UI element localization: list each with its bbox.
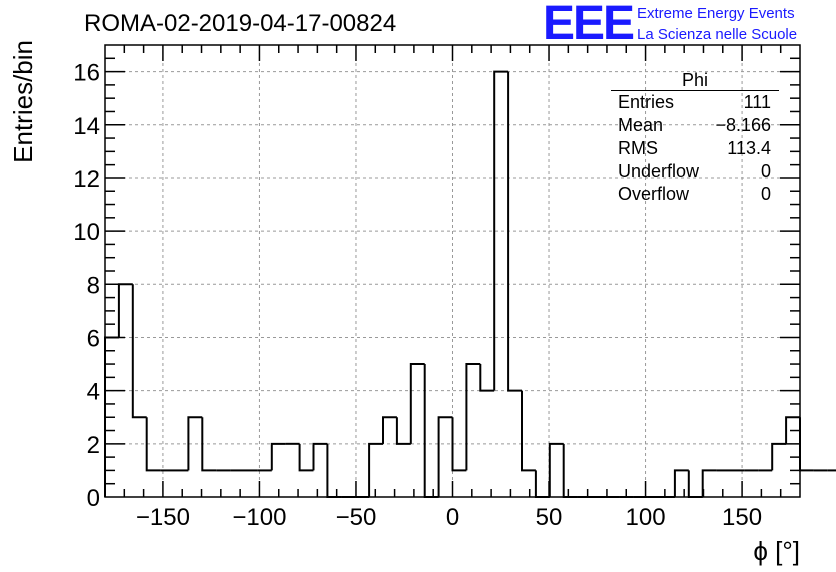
run-title: ROMA-02-2019-04-17-00824 [84,10,397,37]
histogram-bin [451,417,467,472]
x-tick-label: 50 [536,504,563,531]
histogram-bin [479,364,495,392]
histogram-bin [131,284,147,419]
logo-tagline-1: Extreme Energy Events [637,5,795,22]
x-tick-label: 0 [446,504,459,531]
histogram-bin [382,416,397,444]
y-tick-label: 14 [73,113,100,140]
histogram-bin [507,71,522,392]
histogram-bin [326,443,342,498]
stats-row-mean: Mean −8.166 [611,114,779,137]
histogram-bin [368,442,383,497]
stats-row-underflow: Underflow 0 [611,160,779,183]
stats-label: RMS [618,138,658,158]
histogram-bin [534,470,550,498]
y-tick-label: 0 [87,485,100,512]
stats-label: Overflow [618,184,690,204]
histogram-bin [312,442,328,471]
histogram-bin [423,364,439,498]
grid [105,45,800,497]
histogram-bin [395,417,411,445]
x-tick-label: 150 [722,504,762,531]
histogram-bin [201,417,217,472]
y-tick-label: 10 [73,219,100,246]
histogram-bin [548,442,564,497]
histogram-bin [687,470,703,498]
y-tick-label: 8 [87,272,100,299]
histogram-bin [771,442,787,471]
stats-value: 111 [743,92,771,112]
stats-value: 0 [760,161,771,181]
x-axis-label: ϕ [°] [753,536,800,566]
y-axis-label: Entries/bin [8,40,38,163]
stats-row-entries: Entries 111 [611,91,779,114]
histogram-bin [409,363,425,444]
histogram-bin [117,283,133,338]
stats-box: Phi Entries 111 Mean −8.166 RMS 113.4 Un… [611,70,779,206]
y-tick-label: 2 [87,432,100,459]
x-tick-label: −50 [336,504,377,531]
histogram-bin [270,442,286,471]
x-tick-label: −150 [136,504,190,531]
histogram-bin [673,469,689,497]
stats-value: 113.4 [727,138,771,158]
histogram-bin [799,417,814,472]
y-tick-label: 6 [87,325,100,352]
histogram-bin [493,70,509,391]
y-tick-label: 16 [73,60,100,87]
axis-ticks [105,45,800,497]
histogram-bin [298,443,314,472]
stats-label: Entries [618,92,675,112]
x-tick-label: −100 [232,504,286,531]
histogram-bin [437,416,453,497]
stats-value: −8.166 [715,115,771,135]
stats-row-overflow: Overflow 0 [611,183,779,206]
stats-row-rms: RMS 113.4 [611,137,779,160]
y-tick-label: 12 [73,166,100,193]
y-tick-label: 4 [87,379,100,406]
histogram-bin [562,443,578,498]
tick-labels: −150 −100 −50 0 50 100 150 0 2 4 6 8 10 12 14 16 [73,60,762,531]
histogram-bin [465,363,481,471]
histogram-bin [701,469,717,497]
histogram-bin [145,417,161,472]
histogram-bin [521,390,536,472]
stats-label: Mean [618,115,664,135]
histogram-bin [187,416,203,471]
x-tick-label: 100 [626,504,666,531]
logo-tagline-2: La Scienza nelle Scuole [637,26,798,43]
stats-value: 0 [760,184,771,204]
stats-title: Phi [611,70,779,91]
eee-logo: EEE [543,0,635,50]
stats-label: Underflow [618,161,700,181]
